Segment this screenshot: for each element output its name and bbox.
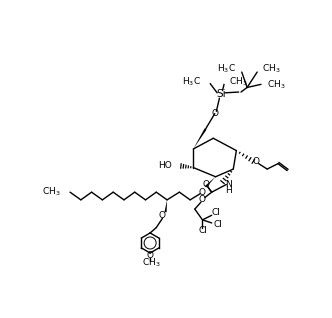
Text: H: H (225, 186, 232, 195)
Text: Cl: Cl (198, 226, 207, 235)
Text: H$_3$C: H$_3$C (182, 75, 201, 87)
Text: CH$_3$: CH$_3$ (262, 63, 281, 75)
Text: O: O (159, 211, 166, 220)
Text: Si: Si (216, 89, 226, 99)
Polygon shape (205, 177, 215, 187)
Text: CH$_3$: CH$_3$ (267, 78, 286, 91)
Text: H$_3$C: H$_3$C (217, 63, 236, 75)
Text: O: O (147, 251, 154, 260)
Text: CH$_3$: CH$_3$ (42, 186, 61, 198)
Text: O: O (202, 180, 209, 189)
Text: N: N (225, 180, 232, 189)
Polygon shape (164, 200, 167, 212)
Text: Cl: Cl (213, 220, 222, 229)
Text: O: O (199, 195, 206, 204)
Text: CH$_3$: CH$_3$ (142, 257, 161, 269)
Text: CH$_3$: CH$_3$ (229, 75, 247, 87)
Text: O: O (253, 157, 260, 166)
Text: O: O (211, 109, 218, 118)
Polygon shape (193, 128, 207, 149)
Text: O: O (199, 189, 206, 197)
Text: HO: HO (158, 162, 172, 170)
Text: Cl: Cl (212, 208, 220, 217)
